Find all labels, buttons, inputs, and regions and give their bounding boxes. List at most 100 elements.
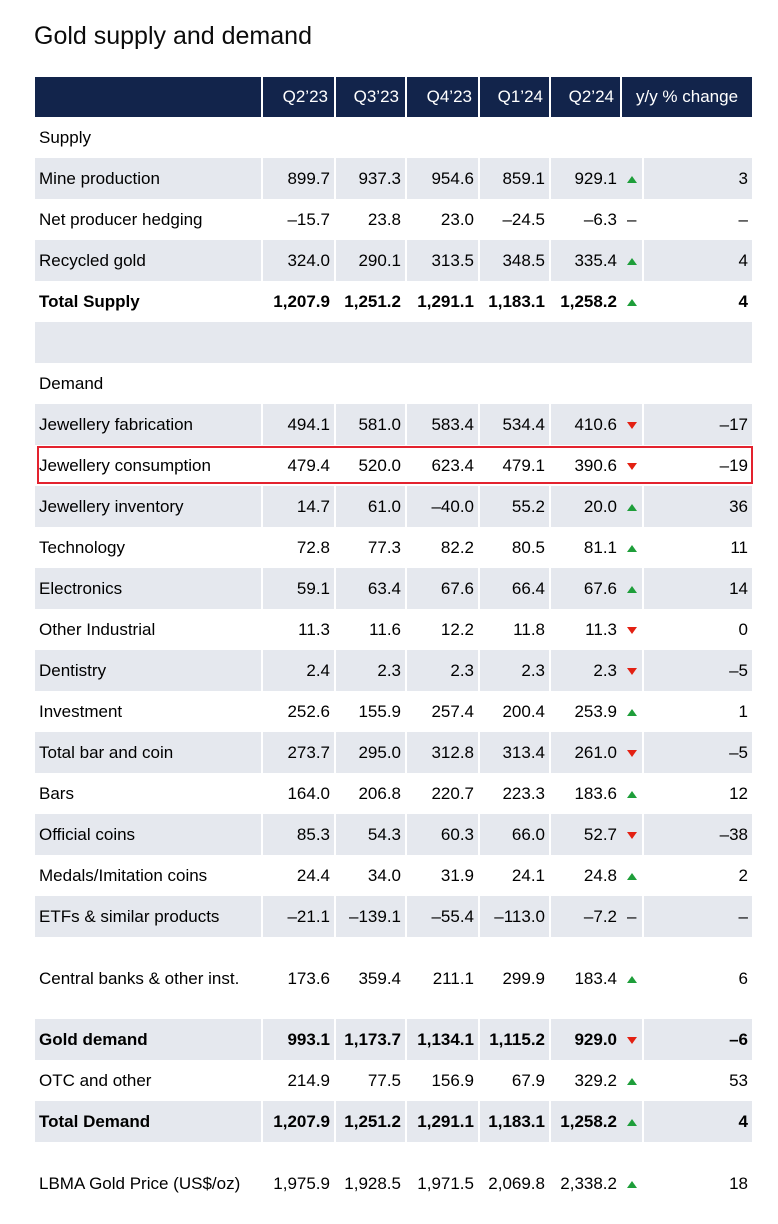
up-arrow-icon [627,585,637,593]
table-body: Supply Mine production 899.7 937.3 954.6 859.… [35,117,752,1224]
change-cell: 3 [642,158,752,199]
table-row: Bars 164.0 206.8 220.7 223.3 183.6 12 [35,773,752,814]
trend-cell: – [621,896,643,937]
value-cell: –21.1 [261,896,335,937]
change-cell: – [642,199,752,240]
column-header: Q3’23 [334,77,406,117]
value-cell: 1,258.2 [549,281,621,322]
value-cell: 55.2 [478,486,550,527]
table-row: Investment 252.6 155.9 257.4 200.4 253.9 1 [35,691,752,732]
value-cell: 1,971.5 [405,1142,479,1224]
trend-cell [621,855,643,896]
row-label: Jewellery inventory [35,486,262,527]
value-cell: 2.3 [478,650,550,691]
row-label: Electronics [35,568,262,609]
trend-cell [621,240,643,281]
trend-dash: – [627,906,637,926]
value-cell: 290.1 [334,240,406,281]
value-cell: 23.0 [405,199,479,240]
change-cell: 11 [642,527,752,568]
column-header: Q4’23 [405,77,479,117]
row-label: Total bar and coin [35,732,262,773]
row-label: Recycled gold [35,240,262,281]
row-label: Medals/Imitation coins [39,865,208,885]
value-cell: 183.6 [549,773,621,814]
column-header: Q1’24 [478,77,550,117]
table-row: Official coins 85.3 54.3 60.3 66.0 52.7 –38 [35,814,752,855]
page-title: Gold supply and demand [34,22,312,50]
value-cell: 494.1 [261,404,335,445]
value-cell: 1,207.9 [261,1101,335,1142]
section-row: Demand [35,363,752,404]
row-label: Jewellery consumption [39,455,211,475]
value-cell: 312.8 [405,732,479,773]
table-row: Jewellery consumption 479.4 520.0 623.4 479.… [35,445,752,486]
table-row: Central banks & other inst. 173.6 359.4 211… [35,937,752,1019]
trend-cell: – [621,199,643,240]
trend-cell [621,773,643,814]
value-cell: 1,134.1 [405,1019,479,1060]
table-row: Electronics 59.1 63.4 67.6 66.4 67.6 14 [35,568,752,609]
value-cell: 253.9 [549,691,621,732]
value-cell: 52.7 [549,814,621,855]
row-label: Investment [39,701,123,721]
value-cell: 623.4 [405,445,479,486]
value-cell: 335.4 [549,240,621,281]
value-cell: 220.7 [405,773,479,814]
change-cell: –5 [642,650,752,691]
up-arrow-icon [627,1118,637,1126]
trend-cell [621,1142,643,1224]
change-cell: 4 [642,240,752,281]
change-cell: –5 [642,732,752,773]
value-cell: 211.1 [405,937,479,1019]
value-cell: 2,069.8 [478,1142,550,1224]
table-row: Total bar and coin 273.7 295.0 312.8 313.4 26… [35,732,752,773]
down-arrow-icon [627,421,637,429]
up-arrow-icon [627,1180,637,1188]
value-cell: 252.6 [261,691,335,732]
row-label: Net producer hedging [39,209,203,229]
change-cell: 12 [642,773,752,814]
value-cell: 295.0 [334,732,406,773]
value-cell: 1,207.9 [261,281,335,322]
header-row: Q2’23 Q3’23 Q4’23 Q1’24 Q2’24 y/y % chan… [35,77,752,117]
table-row: Technology 72.8 77.3 82.2 80.5 81.1 11 [35,527,752,568]
change-cell: –6 [642,1019,752,1060]
value-cell: 520.0 [334,445,406,486]
value-cell: 67.6 [405,568,479,609]
value-cell: 1,115.2 [478,1019,550,1060]
value-cell: 993.1 [261,1019,335,1060]
table-row: Total Supply 1,207.9 1,251.2 1,291.1 1,183.1… [35,281,752,322]
value-cell: 1,291.1 [405,1101,479,1142]
header-corner [35,77,262,117]
value-cell: 66.0 [478,814,550,855]
value-cell: –40.0 [405,486,479,527]
value-cell: 11.3 [261,609,335,650]
value-cell: 67.9 [478,1060,550,1101]
value-cell: 1,928.5 [334,1142,406,1224]
value-cell: 183.4 [549,937,621,1019]
value-cell: 66.4 [478,568,550,609]
value-cell: 899.7 [261,158,335,199]
value-cell: 20.0 [549,486,621,527]
value-cell: 31.9 [405,855,479,896]
up-arrow-icon [627,257,637,265]
value-cell: 200.4 [478,691,550,732]
trend-cell [621,486,643,527]
value-cell: 54.3 [334,814,406,855]
value-cell: 156.9 [405,1060,479,1101]
value-cell: 67.6 [549,568,621,609]
table-row: ETFs & similar products –21.1 –139.1 –55.4–… [35,896,752,937]
value-cell: 479.1 [478,445,550,486]
table-row: Other Industrial 11.3 11.6 12.2 11.8 11.3 0 [35,609,752,650]
value-cell: 313.5 [405,240,479,281]
trend-cell [621,814,643,855]
value-cell: 1,173.7 [334,1019,406,1060]
table-row: Jewellery inventory 14.7 61.0 –40.0 55.2 20.0… [35,486,752,527]
down-arrow-icon [627,462,637,470]
row-label: Other Industrial [39,619,156,639]
spacer-row [35,322,752,363]
value-cell: 299.9 [478,937,550,1019]
value-cell: 348.5 [478,240,550,281]
trend-cell [621,1019,643,1060]
